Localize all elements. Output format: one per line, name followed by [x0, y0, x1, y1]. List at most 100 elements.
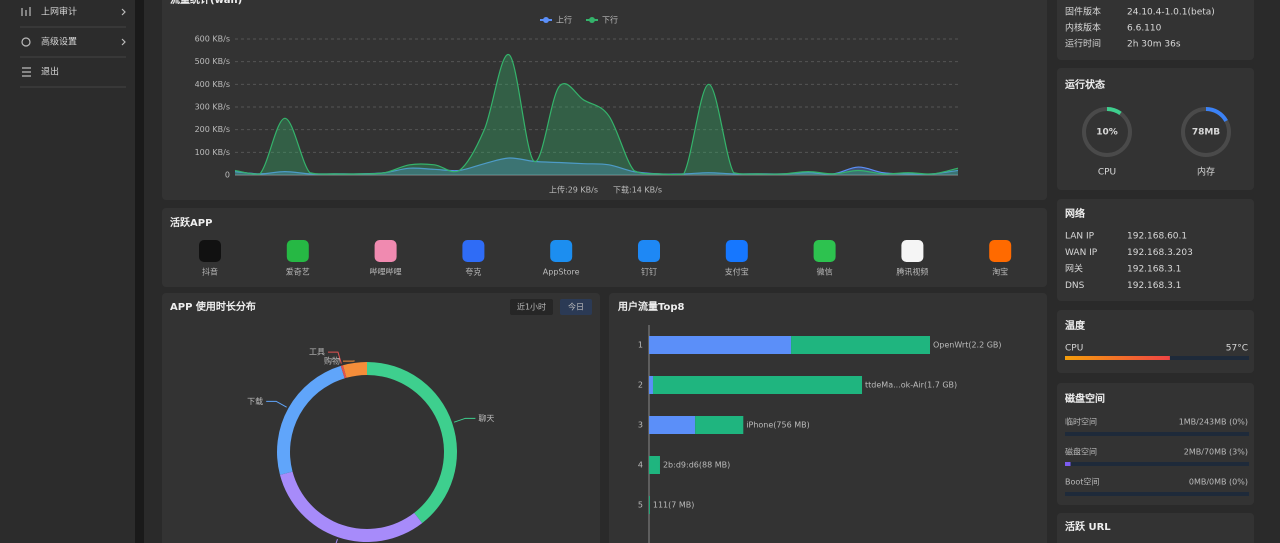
app-name: 爱奇艺 — [286, 267, 310, 277]
button-label: 今日 — [568, 302, 584, 312]
bar-segment — [649, 496, 650, 514]
net-label: DNS — [1065, 281, 1085, 291]
disk-bar — [1065, 462, 1071, 466]
button-label: 近1小时 — [517, 302, 546, 312]
y-tick-label: 200 KB/s — [195, 125, 230, 134]
panel-title: 活跃APP — [170, 216, 212, 229]
button[interactable] — [510, 299, 553, 315]
net-label: WAN IP — [1065, 248, 1098, 258]
bar-segment — [649, 336, 792, 354]
disk-label: Boot空间 — [1065, 477, 1099, 487]
disk-track — [1065, 432, 1249, 436]
app-name: 淘宝 — [992, 267, 1008, 277]
panel-title: 温度 — [1065, 319, 1086, 332]
divider — [135, 0, 144, 543]
gauge-arc — [1205, 107, 1228, 122]
panel — [162, 208, 1047, 287]
net-value: 192.168.3.1 — [1127, 265, 1181, 275]
app-name: 哔哩哔哩 — [370, 268, 402, 277]
disk-label: 临时空间 — [1065, 417, 1097, 427]
net-label: 网关 — [1065, 263, 1083, 275]
icon — [21, 37, 31, 47]
rank-label: 1 — [638, 341, 643, 350]
line — [234, 54, 959, 176]
panel-title: 用户流量Top8 — [617, 300, 685, 313]
menu-item: 高级设置 — [41, 36, 77, 48]
rank-label: 3 — [638, 421, 643, 430]
y-tick-label: 300 KB/s — [195, 103, 230, 112]
net-value: 192.168.60.1 — [1127, 232, 1187, 242]
info-label: 固件版本 — [1065, 6, 1101, 18]
bar-label: OpenWrt(2.2 GB) — [933, 341, 1002, 350]
area — [235, 157, 958, 175]
app-icon[interactable] — [286, 240, 309, 262]
info-value: 6.6.110 — [1127, 24, 1162, 34]
info-value: 24.10.4-1.0.1(beta) — [1127, 8, 1215, 18]
area — [235, 54, 958, 175]
rank-label: 5 — [638, 501, 643, 510]
panel-title: 运行状态 — [1065, 78, 1105, 91]
app-icon[interactable] — [638, 240, 660, 262]
panel-title: APP 使用时长分布 — [170, 300, 256, 313]
segment-label: 聊天 — [478, 414, 494, 423]
segment-label: 下载 — [247, 396, 263, 406]
app-name: 钉钉 — [641, 267, 657, 277]
app-icon[interactable] — [813, 240, 836, 262]
panel-title: 磁盘空间 — [1065, 392, 1105, 405]
gauge-label: CPU — [1098, 168, 1116, 178]
menu-item: 退出 — [41, 66, 59, 78]
app-icon[interactable] — [725, 240, 748, 262]
app-icon[interactable] — [550, 240, 573, 262]
panel — [162, 293, 600, 543]
app-icon[interactable] — [901, 240, 924, 262]
bar-segment — [791, 336, 930, 354]
gauge-text: 78MB — [1192, 128, 1220, 138]
disk-label: 磁盘空间 — [1065, 447, 1097, 457]
bar-segment — [649, 376, 653, 394]
bar-segment — [649, 456, 660, 474]
bar-segment — [695, 416, 744, 434]
leader-line — [327, 351, 342, 364]
panel-title: 活跃 URL — [1065, 520, 1111, 533]
temp-value: 57°C — [1226, 344, 1248, 354]
segment-label: 工具 — [309, 348, 325, 357]
donut-segment — [367, 362, 458, 524]
disk-value: 0MB/0MB (0%) — [1189, 478, 1248, 487]
app-icon[interactable] — [374, 240, 397, 262]
app-name: AppStore — [543, 268, 580, 277]
disk-value: 2MB/70MB (3%) — [1184, 448, 1248, 457]
bar-segment — [649, 416, 696, 434]
sidebar — [0, 0, 135, 543]
button[interactable] — [560, 299, 592, 315]
segment-label: 购物 — [324, 356, 340, 366]
donut-segment — [340, 365, 347, 379]
bar-label: ttdeMa...ok-Air(1.7 GB) — [865, 381, 957, 390]
app-icon[interactable] — [462, 240, 485, 262]
panel — [162, 0, 1047, 200]
disk-value: 1MB/243MB (0%) — [1179, 418, 1248, 427]
panel — [1057, 0, 1254, 60]
info-label: 内核版本 — [1065, 22, 1101, 34]
footer: 上传:29 KB/s — [549, 185, 598, 195]
menu-item: 上网审计 — [41, 6, 77, 18]
leader-line — [453, 417, 476, 423]
panels — [162, 0, 1254, 543]
bar-segment — [652, 376, 863, 394]
footer: 下载:14 KB/s — [613, 185, 662, 195]
net-value: 192.168.3.203 — [1127, 248, 1193, 258]
info-value: 2h 30m 36s — [1127, 40, 1181, 50]
rank-label: 4 — [638, 461, 643, 470]
gauge-arc — [1106, 107, 1122, 116]
panel — [1057, 199, 1254, 301]
app-name: 腾讯视频 — [896, 267, 928, 277]
panel — [1057, 513, 1254, 543]
app-icon[interactable] — [989, 240, 1012, 262]
icon — [21, 7, 31, 16]
net-value: 192.168.3.1 — [1127, 281, 1181, 291]
bar-label: iPhone(756 MB) — [746, 421, 809, 430]
gauge-text: 10% — [1096, 128, 1118, 138]
app-icon[interactable] — [199, 240, 221, 262]
y-tick-label: 500 KB/s — [195, 57, 230, 66]
